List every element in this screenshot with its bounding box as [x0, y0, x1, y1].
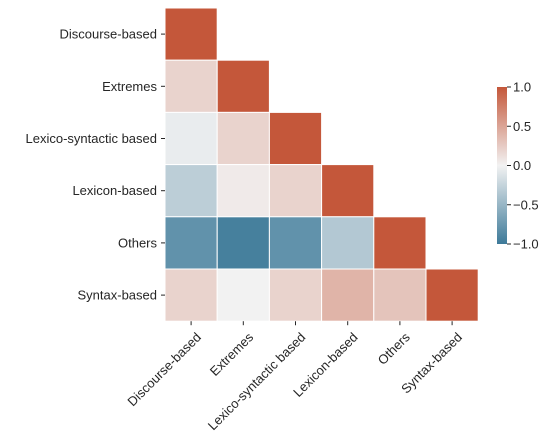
heatmap-cell-5-5 [426, 269, 478, 321]
heatmap-cell-5-2 [269, 269, 321, 321]
x-tick-label: Others [375, 329, 414, 368]
heatmap-cell-1-0 [165, 60, 217, 112]
y-tick-label: Lexicon-based [72, 183, 157, 198]
colorbar: 1.0 0.5 0.0 −0.5 −1.0 [497, 80, 539, 252]
heatmap-cell-5-4 [374, 269, 426, 321]
y-tick-label: Syntax-based [78, 288, 158, 303]
x-tick-label: Discourse-based [124, 329, 204, 409]
heatmap-cell-4-4 [374, 217, 426, 269]
heatmap-cell-3-1 [217, 165, 269, 217]
x-tick-labels: Discourse-based ExtremesLexico-syntactic … [124, 321, 465, 433]
y-tick-label: Discourse-based [59, 27, 157, 42]
y-tick-label: Extremes [102, 79, 157, 94]
colorbar-tick-label: 1.0 [513, 80, 531, 95]
colorbar-tick-label: 0.5 [513, 119, 531, 134]
heatmap-cell-5-0 [165, 269, 217, 321]
heatmap-cell-5-3 [322, 269, 374, 321]
heatmap-cell-4-3 [322, 217, 374, 269]
y-tick-label: Others [118, 235, 158, 250]
heatmap-cell-5-1 [217, 269, 269, 321]
colorbar-tick-label: 0.0 [513, 158, 531, 173]
heatmap-cell-1-1 [217, 60, 269, 112]
colorbar-tick-label: −1.0 [513, 237, 539, 252]
heatmap-cell-0-0 [165, 8, 217, 60]
colorbar-tick-label: −0.5 [513, 197, 539, 212]
heatmap-cell-2-0 [165, 112, 217, 164]
heatmap-cell-4-0 [165, 217, 217, 269]
heatmap-cell-3-2 [269, 165, 321, 217]
heatmap-cell-3-3 [322, 165, 374, 217]
heatmap-cell-4-2 [269, 217, 321, 269]
heatmap-cell-4-1 [217, 217, 269, 269]
x-tick-label: Lexico-syntactic based [205, 329, 309, 433]
x-tick-label: Extremes [207, 329, 257, 379]
heatmap-cell-2-2 [269, 112, 321, 164]
colorbar-gradient [497, 87, 507, 244]
heatmap-cell-3-0 [165, 165, 217, 217]
y-tick-labels: Discourse-based Extremes Lexico-syntactic … [25, 27, 165, 303]
y-tick-label: Lexico-syntactic based [25, 131, 157, 146]
heatmap-cell-2-1 [217, 112, 269, 164]
heatmap-cells [165, 8, 478, 321]
